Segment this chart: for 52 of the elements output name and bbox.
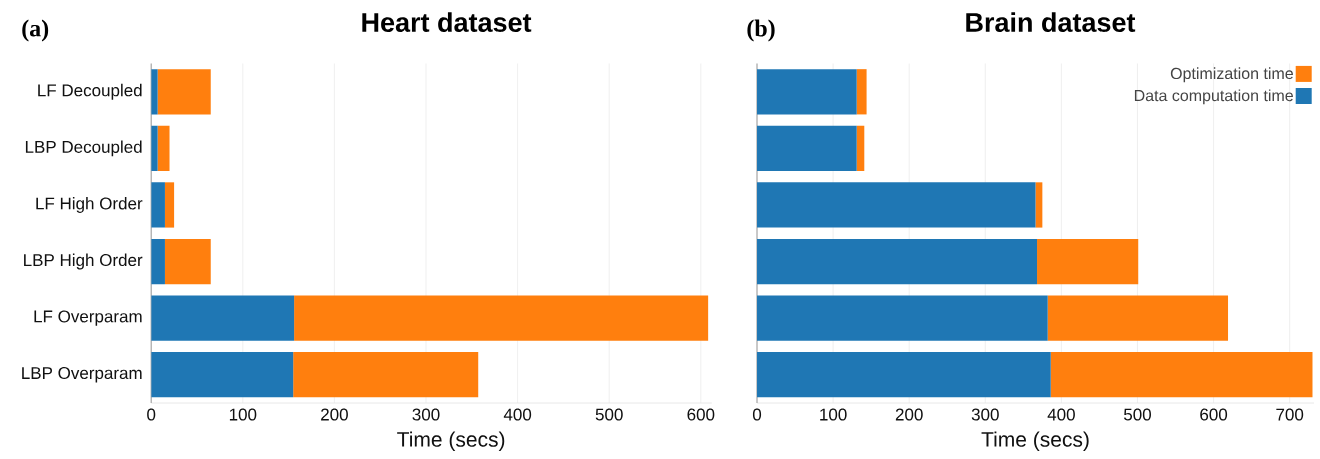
x-axis-title: Time (secs) [397, 431, 505, 451]
y-tick-label: LF Overparam [34, 310, 142, 326]
x-tick-label: 700 [1276, 408, 1304, 421]
bar [157, 125, 170, 172]
x-tick-label: 200 [895, 408, 923, 421]
bar [151, 238, 165, 285]
bar [856, 69, 867, 115]
y-tick-label: LBP High Order [24, 253, 143, 270]
legend-label: Optimization time [1170, 67, 1293, 83]
legend-label: Data computation time [1134, 89, 1293, 105]
bar [757, 352, 1051, 398]
bar [1047, 295, 1229, 341]
bar [151, 352, 294, 398]
x-tick-label: 100 [229, 408, 257, 421]
x-tick-label: 400 [503, 408, 532, 421]
y-tick-label: LF Decoupled [38, 83, 142, 100]
bar [856, 125, 865, 172]
x-tick-label: 300 [412, 408, 440, 421]
bar [151, 295, 295, 341]
bar [757, 69, 857, 115]
y-tick-label: LBP Decoupled [25, 140, 142, 157]
text: (b) [747, 19, 775, 42]
x-tick-label: 500 [595, 408, 623, 421]
x-tick-label: 600 [1200, 408, 1228, 421]
x-axis-title: Time (secs) [981, 431, 1089, 451]
x-tick-label: 100 [820, 408, 847, 421]
x-tick-label: 500 [1123, 408, 1151, 421]
y-tick-label: LF High Order [36, 197, 143, 213]
bar [1037, 238, 1139, 285]
x-tick-label: 200 [321, 408, 348, 421]
bar [164, 182, 175, 228]
bar [757, 238, 1038, 285]
chart-title: Heart dataset [362, 12, 532, 32]
y-tick-label: LBP Overparam [22, 367, 142, 383]
x-tick-label: 0 [147, 408, 156, 421]
bar [294, 295, 709, 341]
bar [1050, 352, 1313, 398]
bar [151, 182, 165, 228]
x-tick-label: 600 [687, 408, 715, 421]
chart-title: Brain dataset [966, 12, 1136, 32]
text: (a) [22, 19, 49, 42]
x-tick-label: 400 [1047, 408, 1075, 421]
bar [157, 69, 211, 115]
bar [151, 69, 158, 115]
bar [164, 238, 211, 285]
bar [293, 352, 479, 398]
bar [757, 182, 1036, 228]
x-tick-label: 0 [752, 408, 762, 421]
x-tick-label: 300 [971, 408, 999, 421]
bar [757, 295, 1048, 341]
bar [757, 125, 857, 172]
bar [151, 125, 158, 172]
